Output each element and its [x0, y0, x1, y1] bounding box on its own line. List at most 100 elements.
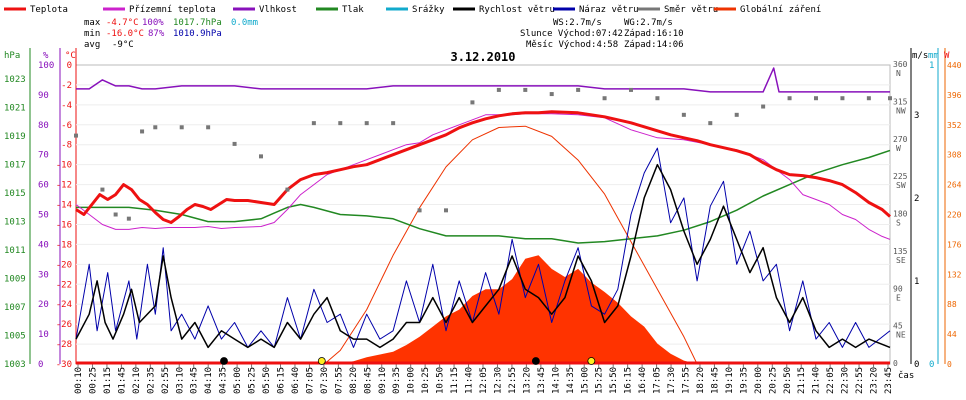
radiation-tick-label: 44	[947, 330, 957, 339]
direction-tick-compass: N	[896, 69, 901, 78]
x-tick-label: 05:25	[248, 367, 258, 394]
rain-tick-label: 1	[929, 61, 934, 71]
radiation-tick-label: 308	[947, 151, 962, 160]
hpa-tick-label: 1005	[4, 332, 26, 342]
x-tick-label: 01:45	[117, 367, 127, 394]
wind-direction-point	[391, 121, 396, 126]
sunrise-marker	[317, 357, 326, 365]
sun-set: Západ:16:10	[624, 29, 684, 39]
humidity-tick-label: 10	[38, 330, 49, 340]
x-tick-label: 04:10	[204, 367, 214, 394]
radiation-tick-label: 352	[947, 121, 962, 130]
moonrise-marker	[220, 357, 228, 365]
x-tick-label: 20:50	[783, 367, 793, 394]
legend-label: Teplota	[30, 5, 68, 15]
legend-label: Tlak	[342, 5, 364, 15]
wind-direction-point	[761, 104, 766, 109]
wind-direction-point	[259, 154, 263, 159]
x-tick-label: 05:00	[233, 367, 243, 394]
x-tick-label: 02:55	[161, 367, 171, 394]
humidity-tick-label: 90	[38, 91, 49, 101]
stat-min-press: 1010.9hPa	[173, 29, 222, 39]
x-tick-label: 19:35	[739, 367, 749, 394]
direction-tick-label: 0	[893, 359, 898, 368]
direction-tick-compass: S	[896, 219, 901, 228]
direction-tick-label: 180	[893, 210, 908, 219]
wind-direction-point	[338, 121, 343, 126]
legend-label: Vlhkost	[259, 5, 297, 15]
x-tick-label: 17:30	[667, 367, 677, 394]
wind-direction-point	[549, 92, 554, 97]
x-tick-label: 21:15	[797, 367, 807, 394]
humidity-tick-label: 40	[38, 240, 49, 250]
x-tick-label: 23:20	[870, 367, 880, 394]
temp-tick-label: -24	[56, 300, 72, 310]
x-tick-label: 06:15	[277, 367, 287, 394]
hpa-tick-label: 1007	[4, 303, 26, 313]
x-tick-label: 17:05	[653, 367, 663, 394]
direction-tick-label: 90	[893, 284, 903, 293]
wind-direction-point	[113, 212, 118, 217]
chart-legend: Teplota Přízemní teplota Vlhkost Tlak Srážky…	[4, 5, 821, 15]
x-tick-label: 16:40	[638, 367, 648, 394]
x-tick-label: 14:35	[566, 367, 576, 394]
moon-set: Západ:14:06	[624, 40, 684, 50]
wind-unit: m/s	[912, 51, 928, 61]
x-tick-label: 10:25	[421, 367, 431, 394]
wind-direction-point	[285, 187, 290, 192]
wind-ws: WS:2.7m/s	[553, 18, 602, 28]
wind-tick-label: 3	[914, 111, 919, 121]
x-tick-label: 04:35	[219, 367, 229, 394]
temp-tick-label: -12	[56, 181, 72, 191]
x-tick-label: 22:55	[855, 367, 865, 394]
wind-direction-point	[496, 87, 501, 92]
direction-tick-compass: E	[896, 293, 901, 302]
humidity-line	[76, 67, 890, 93]
x-tick-label: 07:05	[305, 367, 315, 394]
radiation-tick-label: 440	[947, 61, 962, 70]
hpa-tick-label: 1013	[4, 218, 26, 228]
stat-min-label: min	[84, 29, 100, 39]
temp-tick-label: -4	[61, 101, 72, 111]
wind-speed-line	[75, 163, 891, 349]
legend-label: Přízemní teplota	[129, 5, 216, 15]
humidity-tick-label: 30	[38, 270, 49, 280]
x-tick-label: 13:20	[522, 367, 532, 394]
x-tick-label: 22:30	[841, 367, 851, 394]
pressure-line	[76, 149, 891, 244]
x-tick-label: 15:50	[609, 367, 619, 394]
temp-tick-label: -10	[56, 161, 72, 171]
wind-direction-point	[734, 112, 739, 117]
wind-direction-point	[470, 100, 475, 105]
hpa-tick-label: 1009	[4, 275, 26, 285]
direction-tick-compass: W	[896, 144, 901, 153]
radiation-tick-label: 88	[947, 300, 957, 309]
radiation-tick-label: 176	[947, 240, 962, 249]
x-tick-label: 12:55	[508, 367, 518, 394]
hpa-tick-label: 1017	[4, 161, 26, 171]
x-tick-label: 15:00	[580, 367, 590, 394]
temp-tick-label: -26	[56, 320, 72, 330]
wind-direction-point	[311, 121, 316, 126]
x-tick-label: 15:25	[595, 367, 605, 394]
x-tick-label: 12:30	[493, 367, 503, 394]
temp-tick-label: -20	[56, 260, 72, 270]
x-tick-label: 20:25	[768, 367, 778, 394]
legend-label: Náraz větru	[579, 5, 639, 15]
wind-direction-point	[140, 129, 145, 134]
temp-tick-label: -8	[61, 141, 72, 151]
wind-direction-point	[840, 96, 845, 101]
temperature-line	[75, 110, 891, 224]
stat-avg-label: avg	[84, 40, 100, 50]
temp-tick-label: -30	[56, 360, 72, 370]
wind-direction-point	[866, 96, 871, 101]
direction-tick-label: 315	[893, 97, 908, 106]
chart-axes: hPa% °C m/s mm Wčas1023102110191017101510131…	[4, 48, 962, 394]
rain-tick-label: 0	[929, 360, 934, 370]
radiation-tick-label: 396	[947, 91, 962, 100]
x-tick-label: 17:55	[682, 367, 692, 394]
stat-max-label: max	[84, 18, 101, 28]
radiation-tick-label: 0	[947, 360, 952, 369]
ground-temperature-line	[75, 113, 891, 240]
